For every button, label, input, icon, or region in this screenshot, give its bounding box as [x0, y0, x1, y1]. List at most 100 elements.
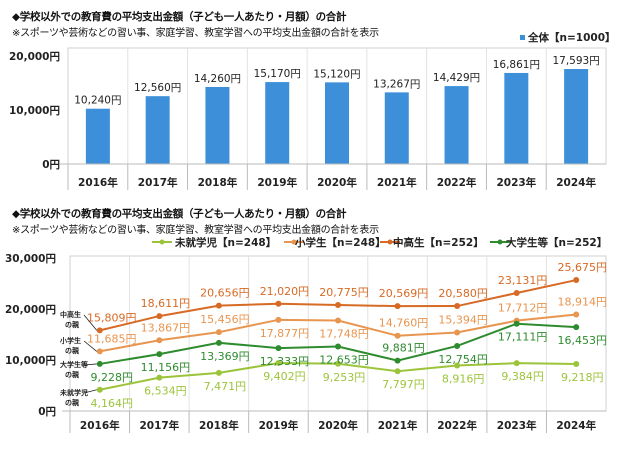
chart1-subtitle: ※スポーツや芸術などの習い事、家庭学習、教室学習への平均支出金額の合計を表示: [12, 28, 379, 39]
data-point: [215, 302, 222, 309]
y-tick-label: 20,000円: [9, 51, 60, 63]
point-data-label: 15,456円: [200, 313, 250, 326]
x-tick-label: 2020年: [317, 176, 357, 189]
data-point: [454, 362, 461, 369]
point-data-label: 17,111円: [498, 331, 548, 344]
data-point: [394, 303, 401, 310]
bar-data-label: 14,260円: [194, 73, 241, 85]
legend-label: 未就学児【n=248】: [174, 236, 276, 249]
legend-marker: [387, 239, 393, 245]
x-tick-label: 2018年: [198, 176, 238, 189]
point-data-label: 16,453円: [557, 334, 607, 347]
side-label: の親: [65, 320, 79, 329]
bar-data-label: 12,560円: [134, 82, 181, 94]
side-label: 中高生: [60, 310, 81, 319]
bar-data-label: 16,861円: [493, 59, 540, 71]
x-tick-label: 2018年: [199, 419, 239, 432]
bar: [265, 82, 290, 164]
point-data-label: 20,580円: [438, 287, 488, 300]
point-data-label: 9,384円: [501, 370, 544, 383]
legend-marker: [497, 239, 503, 245]
point-data-label: 9,253円: [323, 371, 366, 384]
data-point: [215, 369, 222, 376]
data-point: [275, 345, 282, 352]
legend-label: 小学生【n=248】: [294, 236, 386, 249]
side-label-leader: [83, 363, 97, 366]
side-label: 小学生: [59, 336, 81, 345]
point-data-label: 25,675円: [557, 261, 607, 274]
point-data-label: 9,402円: [263, 370, 306, 383]
legend-marker: [159, 239, 165, 245]
point-data-label: 21,020円: [260, 285, 310, 298]
side-label: 大学生等: [60, 360, 88, 369]
data-point: [156, 313, 163, 320]
x-tick-label: 2016年: [80, 419, 120, 432]
x-tick-label: 2020年: [318, 419, 358, 432]
bar: [205, 86, 230, 164]
point-data-label: 4,164円: [91, 397, 134, 410]
data-point: [573, 324, 580, 331]
data-point: [156, 351, 163, 358]
bar-data-label: 14,429円: [433, 72, 480, 84]
data-point: [335, 343, 341, 350]
bar-data-label: 15,120円: [313, 68, 360, 80]
y-tick-label: 10,000円: [5, 355, 56, 367]
y-tick-label: 10,000円: [9, 105, 60, 117]
data-point: [335, 302, 341, 309]
y-tick-label: 20,000円: [5, 304, 56, 316]
point-data-label: 23,131円: [498, 274, 548, 287]
x-tick-label: 2023年: [497, 419, 537, 432]
point-data-label: 20,775円: [319, 286, 369, 299]
side-label: の親: [65, 398, 79, 407]
legend-label: 中高生【n=252】: [393, 236, 484, 249]
x-tick-label: 2024年: [556, 419, 596, 432]
bar: [145, 96, 170, 164]
data-point: [454, 329, 461, 336]
y-tick-label: 0円: [38, 406, 56, 418]
data-point: [275, 316, 282, 323]
data-point: [96, 327, 103, 334]
point-data-label: 15,394円: [438, 313, 488, 326]
point-data-label: 7,471円: [204, 380, 247, 393]
data-point: [215, 339, 222, 346]
point-data-label: 15,809円: [87, 311, 137, 324]
data-point: [454, 303, 461, 310]
data-point: [156, 337, 163, 344]
data-point: [335, 317, 341, 324]
data-point: [96, 348, 103, 355]
point-data-label: 12,333円: [260, 355, 310, 368]
data-point: [513, 360, 520, 367]
bar: [85, 108, 110, 164]
bar: [504, 72, 529, 164]
point-data-label: 18,611円: [141, 297, 191, 310]
x-tick-label: 2021年: [377, 176, 417, 189]
data-point: [394, 357, 401, 364]
data-point: [394, 332, 401, 339]
data-point: [275, 300, 282, 307]
data-point: [513, 290, 520, 297]
side-label-leader: [83, 340, 98, 352]
x-tick-label: 2023年: [496, 176, 536, 189]
side-label-leader: [83, 314, 98, 331]
x-tick-label: 2016年: [78, 176, 118, 189]
point-data-label: 7,797円: [382, 378, 425, 391]
point-data-label: 9,881円: [382, 342, 425, 355]
point-data-label: 12,754円: [438, 353, 488, 366]
data-point: [96, 360, 103, 367]
x-tick-label: 2022年: [437, 176, 477, 189]
side-label: 未就学児: [60, 388, 88, 397]
legend-marker: [291, 239, 297, 245]
x-tick-label: 2017年: [139, 419, 179, 432]
data-point: [96, 386, 103, 393]
x-tick-label: 2021年: [378, 419, 418, 432]
legend-swatch: [520, 35, 525, 40]
chart1-title: ◆学校以外での教育費の平均支出金額（子ども一人あたり・月額）の合計: [12, 11, 347, 23]
bar: [325, 82, 349, 164]
side-label-leader: [83, 389, 97, 394]
point-data-label: 12,653円: [319, 353, 369, 366]
data-point: [156, 374, 163, 381]
bar: [384, 92, 409, 164]
bar-data-label: 10,240円: [74, 95, 121, 107]
point-data-label: 8,916円: [442, 373, 485, 386]
